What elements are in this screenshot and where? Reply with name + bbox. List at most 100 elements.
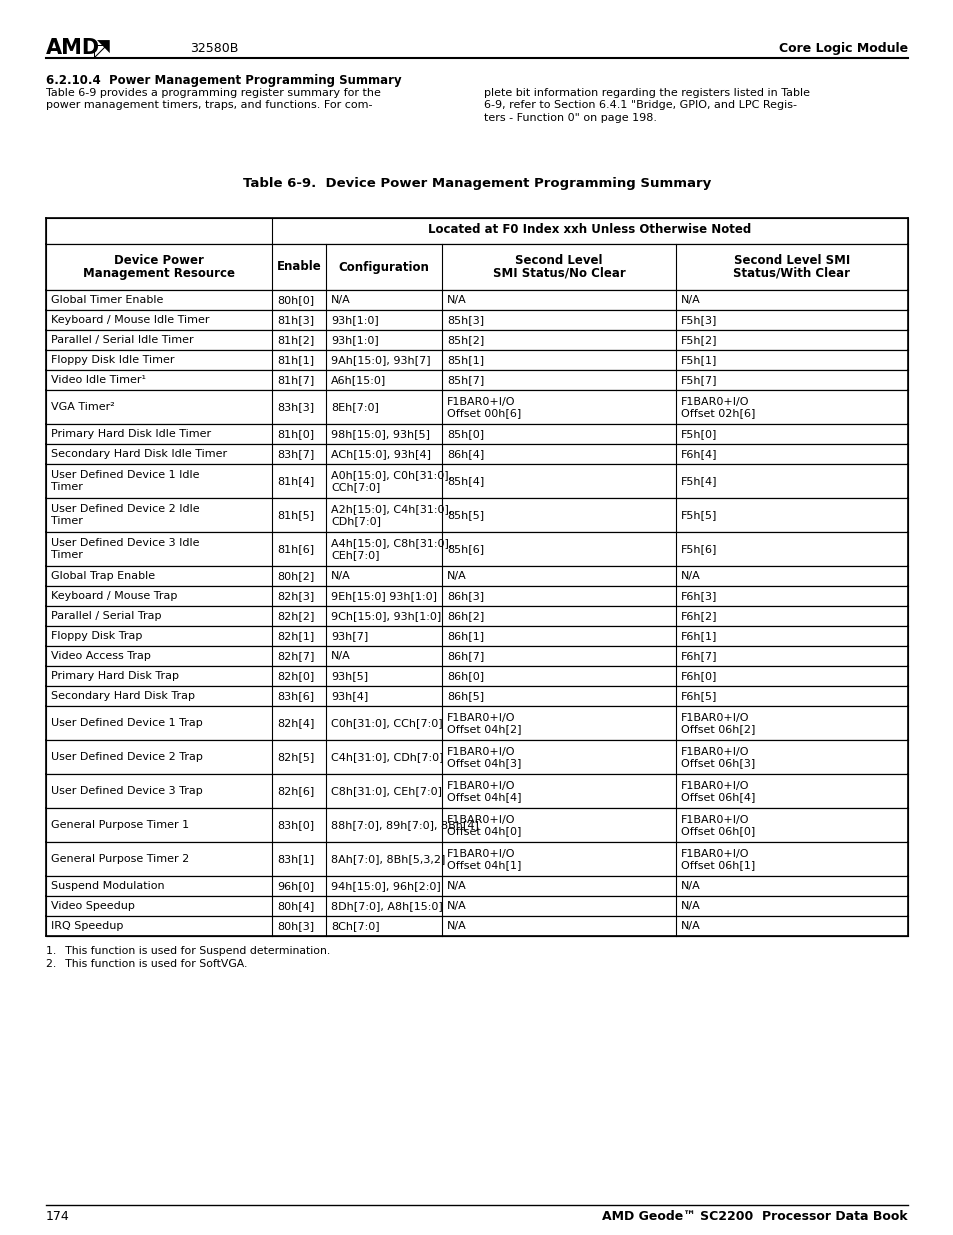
Text: F1BAR0+I/O: F1BAR0+I/O: [447, 713, 515, 722]
Text: Floppy Disk Idle Timer: Floppy Disk Idle Timer: [51, 356, 174, 366]
Text: 85h[4]: 85h[4]: [447, 477, 484, 487]
Text: F6h[2]: F6h[2]: [680, 611, 717, 621]
Text: VGA Timer²: VGA Timer²: [51, 403, 114, 412]
Bar: [46, 706, 907, 740]
Bar: [46, 330, 907, 350]
Text: 98h[15:0], 93h[5]: 98h[15:0], 93h[5]: [331, 430, 430, 440]
Text: C4h[31:0], CDh[7:0]: C4h[31:0], CDh[7:0]: [331, 752, 443, 762]
Text: User Defined Device 3 Idle: User Defined Device 3 Idle: [51, 538, 199, 548]
Text: 81h[5]: 81h[5]: [276, 510, 314, 520]
Text: 9Ah[15:0], 93h[7]: 9Ah[15:0], 93h[7]: [331, 356, 430, 366]
Text: Offset 00h[6]: Offset 00h[6]: [447, 408, 520, 417]
Text: Video Idle Timer¹: Video Idle Timer¹: [51, 375, 146, 385]
Bar: [46, 390, 907, 424]
Text: Parallel / Serial Trap: Parallel / Serial Trap: [51, 611, 161, 621]
Text: CDh[7:0]: CDh[7:0]: [331, 516, 380, 526]
Text: 82h[2]: 82h[2]: [276, 611, 314, 621]
Text: 32580B: 32580B: [190, 42, 238, 56]
Text: Offset 04h[4]: Offset 04h[4]: [447, 792, 521, 802]
Text: 83h[3]: 83h[3]: [276, 403, 314, 412]
Text: 83h[0]: 83h[0]: [276, 820, 314, 830]
Bar: [46, 585, 907, 606]
Text: User Defined Device 2 Idle: User Defined Device 2 Idle: [51, 505, 199, 515]
Text: F6h[1]: F6h[1]: [680, 631, 717, 641]
Text: N/A: N/A: [331, 295, 351, 305]
Text: Primary Hard Disk Trap: Primary Hard Disk Trap: [51, 672, 179, 682]
Text: Configuration: Configuration: [338, 261, 429, 273]
Text: 80h[4]: 80h[4]: [276, 902, 314, 911]
Text: 81h[1]: 81h[1]: [276, 356, 314, 366]
Text: 86h[2]: 86h[2]: [447, 611, 484, 621]
Text: 88h[7:0], 89h[7:0], 8Bh[4]: 88h[7:0], 89h[7:0], 8Bh[4]: [331, 820, 478, 830]
Text: Offset 06h[1]: Offset 06h[1]: [680, 860, 755, 869]
Text: 93h[5]: 93h[5]: [331, 672, 368, 682]
Text: AMD: AMD: [46, 38, 100, 58]
Text: 93h[1:0]: 93h[1:0]: [331, 315, 378, 325]
Text: Management Resource: Management Resource: [83, 267, 234, 280]
Text: 8Ch[7:0]: 8Ch[7:0]: [331, 921, 379, 931]
Text: F6h[5]: F6h[5]: [680, 692, 717, 701]
Text: Second Level SMI: Second Level SMI: [733, 254, 849, 267]
Text: 6-9, refer to Section 6.4.1 "Bridge, GPIO, and LPC Regis-: 6-9, refer to Section 6.4.1 "Bridge, GPI…: [483, 100, 796, 110]
Text: 8Dh[7:0], A8h[15:0]: 8Dh[7:0], A8h[15:0]: [331, 902, 442, 911]
Bar: [46, 740, 907, 774]
Text: F1BAR0+I/O: F1BAR0+I/O: [447, 781, 515, 790]
Text: F1BAR0+I/O: F1BAR0+I/O: [680, 781, 749, 790]
Text: Keyboard / Mouse Idle Timer: Keyboard / Mouse Idle Timer: [51, 315, 210, 325]
Text: Enable: Enable: [276, 261, 321, 273]
Bar: [46, 310, 907, 330]
Text: Offset 06h[3]: Offset 06h[3]: [680, 758, 755, 768]
Text: N/A: N/A: [447, 921, 466, 931]
Text: 85h[7]: 85h[7]: [447, 375, 484, 385]
Text: User Defined Device 1 Trap: User Defined Device 1 Trap: [51, 719, 203, 729]
Text: Timer: Timer: [51, 482, 83, 492]
Text: 81h[0]: 81h[0]: [276, 430, 314, 440]
Text: Core Logic Module: Core Logic Module: [778, 42, 907, 56]
Bar: [46, 626, 907, 646]
Text: 81h[3]: 81h[3]: [276, 315, 314, 325]
Text: 85h[0]: 85h[0]: [447, 430, 483, 440]
Text: Suspend Modulation: Suspend Modulation: [51, 882, 165, 892]
Text: 82h[0]: 82h[0]: [276, 672, 314, 682]
Text: Table 6-9.  Device Power Management Programming Summary: Table 6-9. Device Power Management Progr…: [243, 177, 710, 190]
Text: CEh[7:0]: CEh[7:0]: [331, 550, 379, 559]
Text: Video Speedup: Video Speedup: [51, 902, 134, 911]
Bar: [46, 245, 907, 290]
Bar: [46, 876, 907, 897]
Text: Located at F0 Index xxh Unless Otherwise Noted: Located at F0 Index xxh Unless Otherwise…: [428, 224, 751, 236]
Text: 1.  This function is used for Suspend determination.: 1. This function is used for Suspend det…: [46, 946, 330, 956]
Text: ◸: ◸: [94, 42, 108, 61]
Text: General Purpose Timer 1: General Purpose Timer 1: [51, 820, 189, 830]
Text: 86h[5]: 86h[5]: [447, 692, 483, 701]
Text: Timer: Timer: [51, 550, 83, 559]
Text: F1BAR0+I/O: F1BAR0+I/O: [680, 713, 749, 722]
Text: 174: 174: [46, 1210, 70, 1223]
Text: 81h[6]: 81h[6]: [276, 545, 314, 555]
Text: ters - Function 0" on page 198.: ters - Function 0" on page 198.: [483, 112, 657, 124]
Text: 81h[7]: 81h[7]: [276, 375, 314, 385]
Bar: [46, 808, 907, 842]
Text: F6h[3]: F6h[3]: [680, 592, 717, 601]
Text: 96h[0]: 96h[0]: [276, 882, 314, 892]
Text: IRQ Speedup: IRQ Speedup: [51, 921, 123, 931]
Text: 93h[4]: 93h[4]: [331, 692, 368, 701]
Text: 2.  This function is used for SoftVGA.: 2. This function is used for SoftVGA.: [46, 960, 247, 969]
Text: F5h[0]: F5h[0]: [680, 430, 717, 440]
Text: F5h[2]: F5h[2]: [680, 335, 717, 346]
Text: 85h[3]: 85h[3]: [447, 315, 483, 325]
Text: N/A: N/A: [680, 295, 700, 305]
Text: 85h[2]: 85h[2]: [447, 335, 484, 346]
Text: A6h[15:0]: A6h[15:0]: [331, 375, 386, 385]
Text: 93h[1:0]: 93h[1:0]: [331, 335, 378, 346]
Bar: [46, 774, 907, 808]
Text: F5h[1]: F5h[1]: [680, 356, 717, 366]
Text: 80h[2]: 80h[2]: [276, 572, 314, 582]
Text: Global Trap Enable: Global Trap Enable: [51, 572, 155, 582]
Text: 82h[5]: 82h[5]: [276, 752, 314, 762]
Text: Offset 06h[2]: Offset 06h[2]: [680, 724, 755, 734]
Text: N/A: N/A: [680, 921, 700, 931]
Text: F5h[7]: F5h[7]: [680, 375, 717, 385]
Text: 9Ch[15:0], 93h[1:0]: 9Ch[15:0], 93h[1:0]: [331, 611, 441, 621]
Text: 82h[1]: 82h[1]: [276, 631, 314, 641]
Bar: [46, 498, 907, 532]
